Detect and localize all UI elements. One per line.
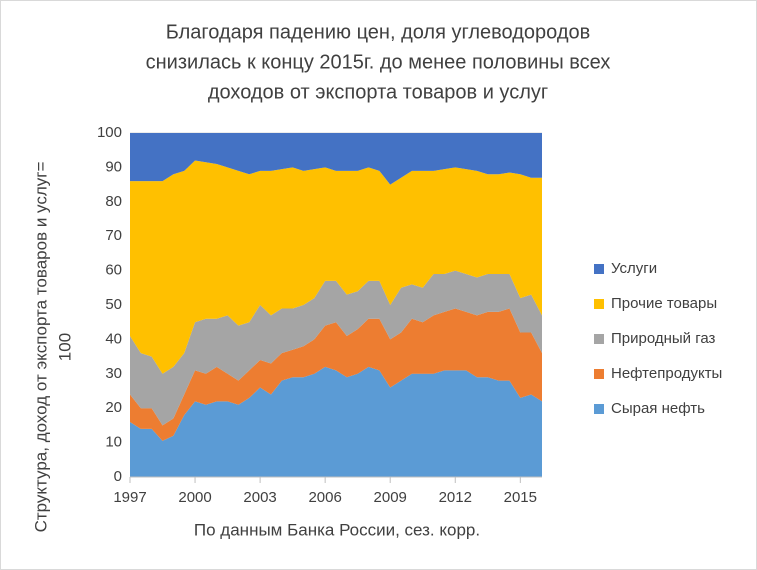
chart-title: Благодаря падению цен, доля углеводородо… <box>166 21 591 43</box>
y-tick-label: 60 <box>105 262 122 279</box>
area <box>130 133 542 185</box>
chart-title: доходов от экспорта товаров и услуг <box>208 81 548 103</box>
area <box>130 270 542 426</box>
x-tick-label: 2000 <box>178 489 211 506</box>
y-tick-label: 70 <box>105 227 122 244</box>
y-tick-label: 90 <box>105 158 122 175</box>
x-tick-label: 1997 <box>113 489 146 506</box>
legend-label: Сырая нефть <box>611 400 705 417</box>
x-axis-label: По данным Банка России, сез. корр. <box>194 520 480 539</box>
x-tick-label: 2012 <box>439 489 472 506</box>
x-tick-label: 2015 <box>504 489 537 506</box>
y-tick-label: 100 <box>97 124 122 141</box>
y-tick-label: 30 <box>105 365 122 382</box>
y-tick-label: 80 <box>105 193 122 210</box>
y-tick-label: 20 <box>105 399 122 416</box>
legend-label: Прочие товары <box>611 295 717 312</box>
y-tick-label: 50 <box>105 296 122 313</box>
x-tick-label: 2006 <box>308 489 341 506</box>
legend-swatch <box>594 264 604 274</box>
legend-label: Нефтепродукты <box>611 365 722 382</box>
legend-swatch <box>594 404 604 414</box>
y-tick-label: 0 <box>114 468 122 485</box>
y-tick-label: 10 <box>105 434 122 451</box>
legend-label: Природный газ <box>611 330 716 347</box>
area <box>130 160 542 374</box>
chart-title: снизилась к концу 2015г. до менее полови… <box>146 51 611 73</box>
legend-swatch <box>594 369 604 379</box>
area <box>130 366 542 477</box>
legend-swatch <box>594 299 604 309</box>
area <box>130 308 542 441</box>
x-tick-label: 2003 <box>243 489 276 506</box>
y-tick-label: 40 <box>105 330 122 347</box>
legend-swatch <box>594 334 604 344</box>
y-axis-label: Структура, доход от экспорта товаров и у… <box>31 162 50 533</box>
legend-label: Услуги <box>611 260 657 277</box>
y-axis-label: 100 <box>55 333 74 361</box>
x-tick-label: 2009 <box>374 489 407 506</box>
